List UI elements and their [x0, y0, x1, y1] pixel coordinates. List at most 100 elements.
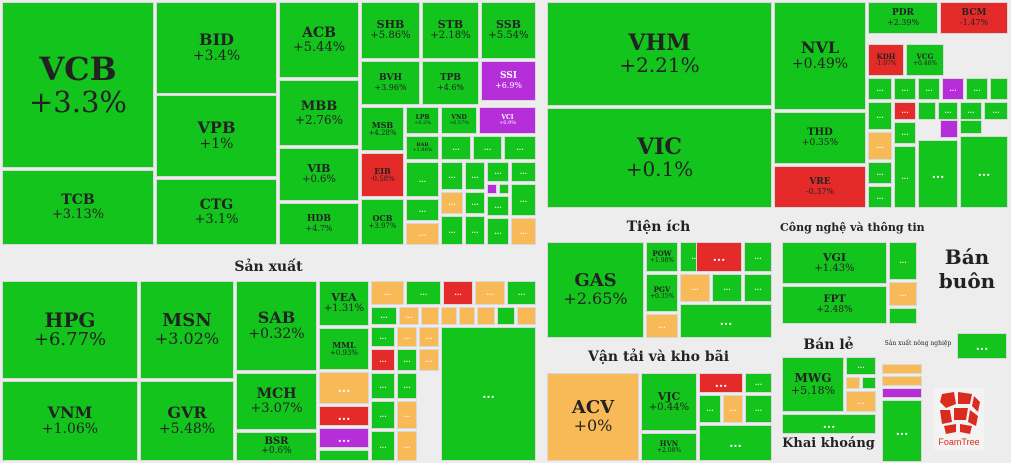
collapsed-tile[interactable]: ... [918, 140, 958, 208]
tile-mch[interactable]: MCH +3.07% [236, 373, 317, 430]
collapsed-tile[interactable]: ... [846, 357, 876, 375]
tile-shb[interactable]: SHB +5.86% [361, 2, 420, 59]
collapsed-tile[interactable]: ... [397, 401, 417, 429]
tile-sab[interactable]: SAB +0.32% [236, 281, 317, 371]
tile-lpb[interactable]: LPB +6.2% [406, 107, 439, 134]
tile-vnm[interactable]: VNM +1.06% [2, 381, 138, 461]
tile-gvr[interactable]: GVR +5.48% [140, 381, 234, 461]
collapsed-tile[interactable] [319, 450, 369, 461]
tile-vcb[interactable]: VCB +3.3% [2, 2, 154, 168]
collapsed-tile[interactable]: ... [406, 281, 441, 305]
tile-tpb[interactable]: TPB +4.6% [422, 61, 479, 105]
collapsed-tile[interactable]: ... [744, 274, 772, 302]
tile-bab[interactable]: BAB +1.86% [406, 136, 439, 160]
collapsed-tile[interactable]: ... [511, 162, 536, 182]
collapsed-tile[interactable]: ... [441, 192, 463, 214]
collapsed-tile[interactable]: ... [984, 102, 1008, 120]
collapsed-tile[interactable] [487, 184, 497, 194]
collapsed-tile[interactable]: ... [889, 282, 917, 306]
collapsed-tile[interactable]: ... [699, 373, 743, 393]
tile-acv[interactable]: ACV +0% [547, 373, 639, 461]
collapsed-tile[interactable]: ... [868, 132, 892, 160]
collapsed-tile[interactable]: ... [782, 414, 876, 434]
collapsed-tile[interactable]: ... [646, 314, 678, 338]
collapsed-tile[interactable]: ... [465, 162, 485, 190]
collapsed-tile[interactable]: ... [745, 373, 772, 393]
collapsed-tile[interactable]: ... [966, 78, 988, 100]
tile-hpg[interactable]: HPG +6.77% [2, 281, 138, 379]
collapsed-tile[interactable]: ... [371, 327, 395, 347]
tile-tcb[interactable]: TCB +3.13% [2, 170, 154, 245]
collapsed-tile[interactable]: ... [441, 327, 536, 461]
collapsed-tile[interactable]: ... [443, 281, 473, 305]
collapsed-tile[interactable]: ... [441, 162, 463, 190]
collapsed-tile[interactable]: ... [473, 136, 502, 160]
tile-vhm[interactable]: VHM +2.21% [547, 2, 772, 106]
collapsed-tile[interactable]: ... [371, 373, 395, 399]
collapsed-tile[interactable] [960, 120, 982, 134]
collapsed-tile[interactable]: ... [406, 162, 439, 197]
collapsed-tile[interactable]: ... [465, 192, 485, 214]
collapsed-tile[interactable] [882, 376, 922, 386]
tile-mml[interactable]: MML +0.93% [319, 328, 369, 370]
collapsed-tile[interactable]: ... [441, 136, 471, 160]
collapsed-tile[interactable]: ... [846, 391, 876, 412]
collapsed-tile[interactable]: ... [712, 274, 742, 302]
tile-pow[interactable]: POW +1.98% [646, 242, 678, 272]
collapsed-tile[interactable]: ... [957, 333, 1007, 359]
tile-nvl[interactable]: NVL +0.49% [774, 2, 866, 110]
tile-ssb[interactable]: SSB +5.54% [481, 2, 536, 59]
collapsed-tile[interactable]: ... [942, 78, 964, 100]
collapsed-tile[interactable]: ... [511, 218, 536, 245]
tile-vjc[interactable]: VJC +0.44% [641, 373, 697, 431]
tile-vea[interactable]: VEA +1.31% [319, 281, 369, 326]
collapsed-tile[interactable]: ... [868, 162, 892, 184]
tile-pdr[interactable]: PDR +2.39% [868, 2, 938, 34]
tile-msn[interactable]: MSN +3.02% [140, 281, 234, 379]
collapsed-tile[interactable]: ... [465, 216, 485, 245]
tile-hdb[interactable]: HDB +4.7% [279, 203, 359, 245]
tile-bcm[interactable]: BCM -1.47% [940, 2, 1008, 34]
tile-bvh[interactable]: BVH +3.96% [361, 61, 420, 105]
collapsed-tile[interactable] [477, 307, 495, 325]
collapsed-tile[interactable] [862, 377, 876, 389]
collapsed-tile[interactable] [882, 364, 922, 374]
collapsed-tile[interactable]: ... [894, 122, 916, 144]
tile-vpb[interactable]: VPB +1% [156, 95, 277, 177]
collapsed-tile[interactable]: ... [475, 281, 505, 305]
collapsed-tile[interactable]: ... [419, 327, 439, 347]
collapsed-tile[interactable]: ... [371, 281, 404, 305]
tile-msb[interactable]: MSB +4.28% [361, 107, 404, 151]
tile-ocb[interactable]: OCB +3.97% [361, 199, 404, 245]
collapsed-tile[interactable]: ... [507, 281, 536, 305]
collapsed-tile[interactable] [497, 307, 515, 325]
collapsed-tile[interactable] [882, 388, 922, 398]
collapsed-tile[interactable]: ... [889, 242, 917, 280]
collapsed-tile[interactable]: ... [397, 327, 417, 347]
tile-mbb[interactable]: MBB +2.76% [279, 80, 359, 146]
collapsed-tile[interactable]: ... [487, 196, 509, 216]
collapsed-tile[interactable]: ... [745, 395, 772, 423]
collapsed-tile[interactable] [459, 307, 475, 325]
collapsed-tile[interactable]: ... [319, 406, 369, 426]
collapsed-tile[interactable]: ... [487, 218, 509, 245]
collapsed-tile[interactable]: ... [680, 274, 710, 302]
collapsed-tile[interactable]: ... [894, 146, 916, 208]
collapsed-tile[interactable]: ... [894, 102, 916, 120]
collapsed-tile[interactable] [889, 308, 917, 324]
collapsed-tile[interactable]: ... [960, 136, 1008, 208]
collapsed-tile[interactable]: ... [696, 242, 742, 272]
collapsed-tile[interactable] [846, 377, 860, 389]
tile-vnd[interactable]: VND +6.57% [441, 107, 477, 134]
collapsed-tile[interactable]: ... [894, 78, 916, 100]
collapsed-tile[interactable]: ... [918, 78, 940, 100]
tile-vib[interactable]: VIB +0.6% [279, 148, 359, 201]
collapsed-tile[interactable]: ... [882, 400, 922, 462]
tile-acb[interactable]: ACB +5.44% [279, 2, 359, 78]
collapsed-tile[interactable]: ... [319, 428, 369, 448]
collapsed-tile[interactable]: ... [744, 242, 772, 272]
collapsed-tile[interactable]: ... [371, 401, 395, 429]
collapsed-tile[interactable]: ... [371, 431, 395, 461]
collapsed-tile[interactable]: ... [419, 349, 439, 371]
tile-vci[interactable]: VCI +6.9% [479, 107, 536, 134]
